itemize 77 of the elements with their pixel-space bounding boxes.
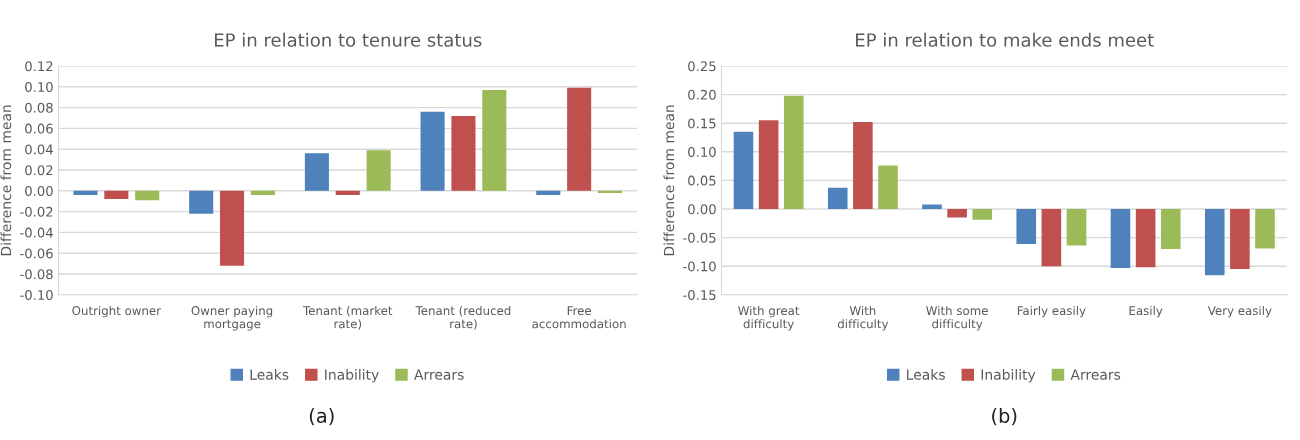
bar (335, 190, 360, 195)
text: (b) (992, 407, 1017, 426)
legend-label: Arrears (1070, 369, 1121, 380)
x-tick-label: Free accommodation (532, 306, 626, 329)
bar (733, 131, 754, 209)
bar (1160, 209, 1181, 250)
y-tick-label: 0.00 (25, 186, 53, 196)
bar (220, 190, 245, 266)
bar (135, 190, 160, 201)
y-tick-label: -0.15 (683, 290, 716, 300)
bar (783, 95, 804, 209)
y-tick-label: -0.10 (683, 261, 716, 272)
legend-label: Inability (981, 369, 1036, 383)
bar (304, 153, 329, 191)
bar (1041, 209, 1062, 267)
bar (597, 190, 623, 193)
x-tick-label: With difficulty (837, 305, 889, 331)
bar (1255, 209, 1275, 249)
bar (104, 190, 129, 200)
bar (878, 165, 898, 209)
y-tick-label: 0.02 (25, 165, 53, 176)
bar (536, 190, 561, 195)
legend-label: Arrears (414, 369, 464, 380)
y-tick-label: 0.10 (25, 82, 53, 92)
y-tick-label: 0.00 (688, 204, 716, 215)
bar (250, 190, 275, 195)
chart-title: EP in relation to make ends meet (856, 32, 1154, 47)
legend-label: Inability (325, 369, 379, 383)
bar (366, 150, 391, 191)
x-tick-label: Owner paying mortgage (191, 305, 273, 331)
y-tick-label: -0.08 (20, 269, 53, 280)
y-tick-label: 0.06 (25, 123, 53, 134)
text: (a) (309, 408, 334, 426)
y-tick-label: 0.08 (25, 102, 53, 113)
y-axis-title: Difference from mean (663, 105, 675, 256)
bar (947, 209, 967, 218)
x-tick-label: Tenant (reduced rate) (415, 305, 511, 330)
y-tick-label: 0.15 (688, 118, 716, 129)
bar (1135, 209, 1156, 268)
bar (1110, 209, 1131, 268)
y-tick-label: 0.20 (688, 89, 716, 100)
y-axis-title: Difference from mean (0, 105, 12, 256)
legend-label: Leaks (250, 369, 289, 380)
bar (853, 122, 873, 209)
bar (1230, 209, 1250, 270)
y-tick-label: 0.10 (688, 147, 716, 157)
x-tick-label: Outright owner (72, 305, 162, 318)
legend-label: Leaks (907, 369, 945, 380)
y-tick-label: -0.06 (20, 248, 53, 259)
y-tick-label: 0.05 (688, 175, 716, 186)
bar (972, 209, 993, 220)
x-tick-label: Easily (1129, 305, 1163, 318)
bar (922, 204, 942, 209)
y-tick-label: 0.12 (25, 61, 53, 72)
y-tick-label: -0.02 (20, 206, 53, 217)
x-tick-label: With great difficulty (738, 305, 800, 331)
bar (1066, 209, 1087, 246)
bar (1016, 209, 1037, 244)
y-tick-label: 0.25 (688, 61, 716, 72)
bar (482, 89, 507, 191)
bar (758, 120, 779, 209)
x-tick-label: Tenant (market rate) (302, 305, 393, 330)
y-tick-label: 0.04 (25, 144, 53, 155)
bar (827, 187, 848, 209)
chart-title: EP in relation to tenure status (215, 32, 482, 47)
bar (451, 115, 476, 191)
bar (189, 190, 214, 214)
y-tick-label: -0.04 (20, 227, 53, 238)
bar (1204, 209, 1225, 276)
bar (420, 111, 445, 191)
y-tick-label: -0.05 (683, 232, 716, 243)
x-tick-label: Very easily (1207, 305, 1272, 318)
bar (73, 190, 98, 195)
y-tick-label: -0.10 (20, 290, 53, 300)
x-tick-label: With some difficulty (926, 305, 988, 331)
x-tick-label: Fairly easily (1017, 305, 1086, 318)
bar (567, 87, 592, 191)
